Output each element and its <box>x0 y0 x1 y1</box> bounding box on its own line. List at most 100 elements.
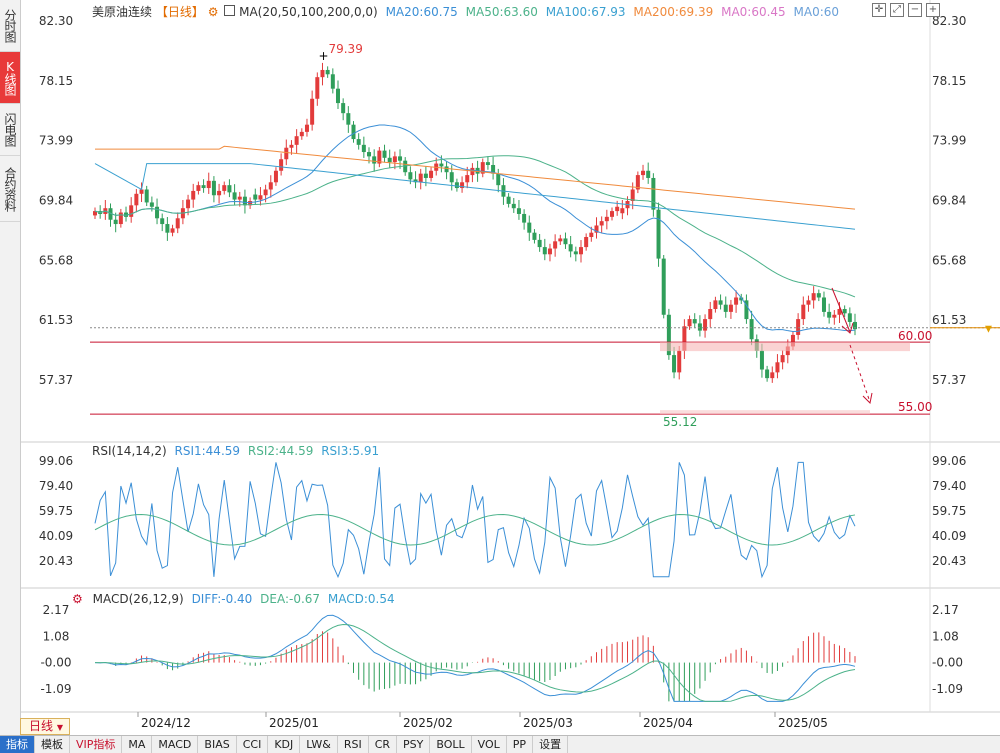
crosshair-icon[interactable]: ✛ <box>872 3 886 17</box>
indicator-checkbox-icon[interactable] <box>224 5 236 16</box>
candle-body <box>589 232 594 238</box>
candle-body <box>222 185 227 191</box>
candle-body <box>284 147 289 160</box>
tab-contract-info[interactable]: 合约资料 <box>0 156 20 222</box>
indicator-tab-bias[interactable]: BIAS <box>198 736 237 753</box>
candle-body <box>449 172 454 183</box>
dea-value: DEA:-0.67 <box>260 592 321 606</box>
candle-body <box>641 170 646 176</box>
period-selector[interactable]: 日线 ▼ <box>20 718 70 735</box>
candle-body <box>723 304 728 312</box>
candle-body <box>444 166 449 173</box>
date-tick: 2025/01 <box>269 716 319 730</box>
indicator-tab-macd[interactable]: MACD <box>152 736 199 753</box>
candle-body <box>144 189 149 203</box>
candle-body <box>460 182 465 189</box>
level-60-label: 60.00 <box>898 329 932 343</box>
candle-body <box>377 150 382 164</box>
low-label: 55.12 <box>663 415 697 429</box>
rsi-tick: 79.40 <box>932 479 966 493</box>
candle-body <box>620 208 625 214</box>
view-tab-sidebar: 分时图 K线图 闪电图 合约资料 <box>0 0 21 735</box>
macd-tick: -0.00 <box>932 656 963 670</box>
macd-header: ⚙ MACD(26,12,9) DIFF:-0.40 DEA:-0.67 MAC… <box>72 592 395 606</box>
price-tick: 65.68 <box>932 253 966 267</box>
high-label: 79.39 <box>328 42 362 56</box>
price-tick: 57.37 <box>932 373 966 387</box>
candle-body <box>744 300 749 320</box>
candle-body <box>124 212 129 217</box>
price-tick: 78.15 <box>932 74 966 88</box>
candle-body <box>796 319 801 335</box>
indicator-tab-psy[interactable]: PSY <box>397 736 431 753</box>
rsi2-line <box>94 514 856 546</box>
macd-tick: 2.17 <box>932 603 959 617</box>
expand-icon[interactable]: ⤢ <box>890 3 904 17</box>
chart-area[interactable]: 82.30 82.30 78.15 78.15 73.99 73.99 69.84 69.84… <box>20 0 1000 735</box>
arrow-2 <box>849 344 871 403</box>
tab-timeshare[interactable]: 分时图 <box>0 0 20 52</box>
candle-body <box>806 300 811 305</box>
indicator-tab-vol[interactable]: VOL <box>472 736 507 753</box>
candle-body <box>398 156 403 161</box>
candle-body <box>687 319 692 327</box>
indicator-tab-ma[interactable]: MA <box>122 736 153 753</box>
indicator-tab-[interactable]: 设置 <box>533 736 569 753</box>
candle-body <box>149 202 154 207</box>
candle-body <box>578 247 583 255</box>
indicator-tab-lw[interactable]: LW& <box>300 736 338 753</box>
price-tick-left: 78.15 <box>39 74 73 88</box>
candlestick-chart[interactable]: 82.30 82.30 78.15 78.15 73.99 73.99 69.84 69.84… <box>20 0 1000 735</box>
candle-body <box>661 258 666 315</box>
candle-body <box>599 221 604 226</box>
indicator-tab-vip[interactable]: VIP指标 <box>70 736 123 753</box>
candle-body <box>568 244 573 252</box>
date-tick: 2025/03 <box>523 716 573 730</box>
price-tick: 69.84 <box>932 193 966 207</box>
candle-body <box>170 228 175 233</box>
candle-body <box>175 218 180 229</box>
candle-body <box>289 144 294 148</box>
indicator-tab-cci[interactable]: CCI <box>237 736 269 753</box>
tab-flash-chart[interactable]: 闪电图 <box>0 104 20 156</box>
price-tick-left: 73.99 <box>39 134 73 148</box>
price-tick: 82.30 <box>932 14 966 28</box>
indicator-tab-[interactable]: 指标 <box>0 736 35 753</box>
candle-body <box>827 311 832 318</box>
candle-body <box>465 175 470 183</box>
candle-body <box>310 98 315 125</box>
candle-body <box>217 190 222 196</box>
indicator-tab-rsi[interactable]: RSI <box>338 736 369 753</box>
indicator-tab-[interactable]: 模板 <box>35 736 70 753</box>
indicator-tab-boll[interactable]: BOLL <box>430 736 472 753</box>
tab-kline[interactable]: K线图 <box>0 52 20 104</box>
macd-value: MACD:0.54 <box>327 592 395 606</box>
indicator-tab-kdj[interactable]: KDJ <box>268 736 301 753</box>
macd-settings-icon[interactable]: ⚙ <box>72 592 83 606</box>
candle-body <box>155 206 160 219</box>
candle-body <box>682 326 687 351</box>
indicator-tab-cr[interactable]: CR <box>369 736 398 753</box>
main-header: 美原油连续 【日线】 ⚙ MA(20,50,100,200,0,0) MA20:… <box>92 3 839 20</box>
candle-body <box>325 69 330 75</box>
indicator-tab-pp[interactable]: PP <box>507 736 534 753</box>
candle-body <box>304 124 309 132</box>
ma50-value: MA50:63.60 <box>465 5 538 19</box>
candle-body <box>496 173 501 186</box>
rsi-tick-left: 99.06 <box>39 454 73 468</box>
candle-body <box>299 131 304 137</box>
candle-body <box>553 241 558 249</box>
zoom-in-icon[interactable]: + <box>926 3 940 17</box>
candle-body <box>584 237 589 248</box>
candle-body <box>491 165 496 174</box>
candle-body <box>790 334 795 347</box>
macd-tick-left: -0.00 <box>40 656 71 670</box>
rsi-label: RSI(14,14,2) <box>92 444 167 458</box>
candle-body <box>160 218 165 225</box>
rsi-tick: 40.09 <box>932 529 966 543</box>
settings-icon[interactable]: ⚙ <box>207 5 219 19</box>
price-tick: 61.53 <box>932 313 966 327</box>
zoom-out-icon[interactable]: − <box>908 3 922 17</box>
candle-body <box>211 180 216 196</box>
ma-a-value: MA0:60.45 <box>721 5 786 19</box>
